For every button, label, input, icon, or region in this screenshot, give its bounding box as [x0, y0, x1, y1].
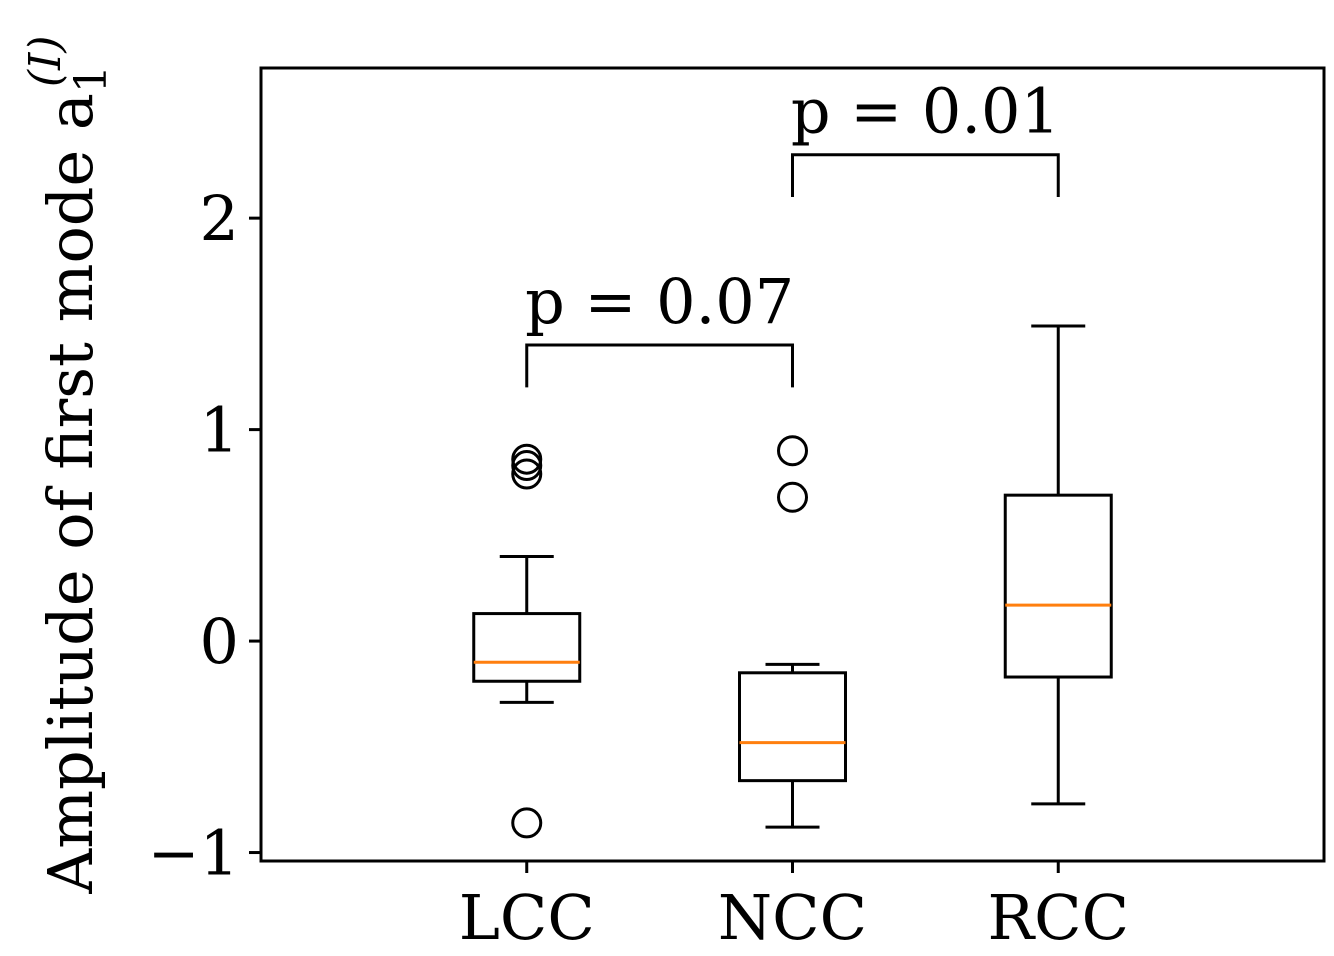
- outlier-point: [511, 458, 543, 490]
- box-ncc: [738, 435, 847, 829]
- boxes: [472, 324, 1113, 839]
- box-iqr: [1003, 493, 1113, 679]
- bracket-line: [525, 343, 794, 388]
- y-axis-label: Amplitude of first mode a1(I): [20, 35, 117, 894]
- x-axis-ticks: LCC NCC RCC: [459, 861, 1129, 954]
- y-tick-label: 0: [200, 605, 239, 678]
- x-tick-label: NCC: [718, 881, 867, 954]
- bracket-line: [791, 153, 1060, 197]
- box-iqr: [472, 612, 582, 683]
- y-axis-title: Amplitude of first mode a1(I): [20, 35, 117, 894]
- x-tick-label: RCC: [987, 881, 1129, 954]
- significance-annotations: p = 0.07 p = 0.01: [525, 75, 1060, 388]
- x-tick-label: LCC: [459, 881, 595, 954]
- p-value-label: p = 0.07: [525, 265, 794, 338]
- significance-bracket: p = 0.01: [791, 75, 1060, 197]
- y-axis-title-subscript: 1: [66, 65, 117, 93]
- y-tick-label: −1: [148, 817, 239, 890]
- box-iqr: [738, 671, 847, 783]
- p-value-label: p = 0.01: [791, 75, 1060, 148]
- y-tick-label: 2: [200, 182, 239, 255]
- outlier-point: [777, 435, 808, 467]
- y-axis-title-main: Amplitude of first mode a: [34, 93, 107, 894]
- significance-bracket: p = 0.07: [525, 265, 794, 388]
- y-axis-ticks: −1 0 1 2: [148, 182, 261, 890]
- plot-frame: [259, 66, 1326, 863]
- outlier-point: [511, 807, 543, 839]
- outlier-point: [777, 481, 808, 513]
- y-axis-title-superscript: (I): [20, 35, 71, 87]
- box-lcc: [472, 443, 582, 839]
- y-tick-label: 1: [200, 394, 239, 467]
- outlier-point: [511, 450, 543, 482]
- box-rcc: [1003, 324, 1113, 806]
